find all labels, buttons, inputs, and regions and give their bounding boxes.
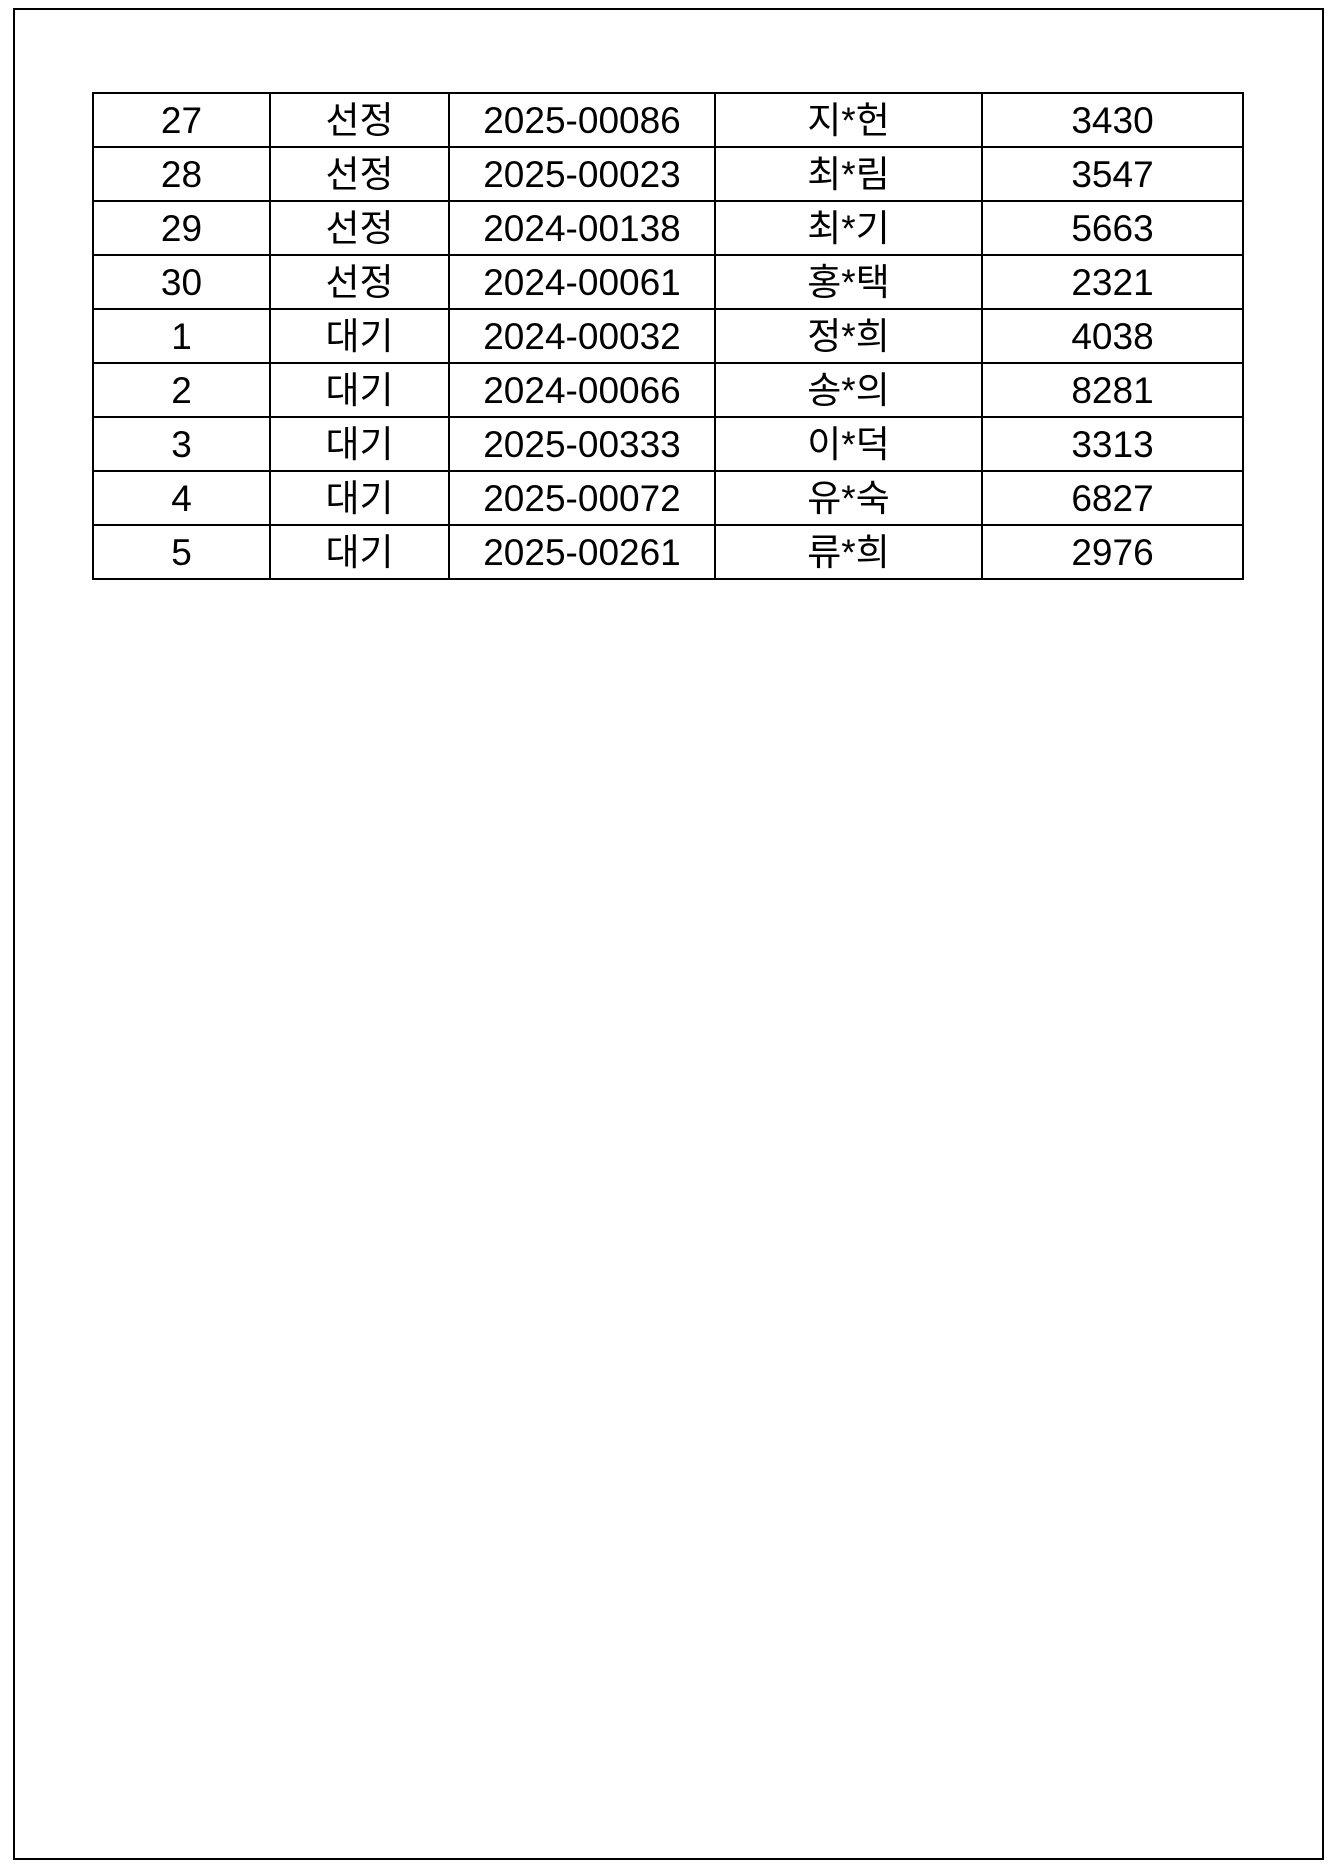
application-id-cell: 2025-00261 — [448, 524, 716, 580]
table-row: 30 선정 2024-00061 홍*택 2321 — [92, 254, 1244, 310]
table-row: 1 대기 2024-00032 정*희 4038 — [92, 308, 1244, 364]
rank-cell: 1 — [92, 308, 271, 364]
number-cell: 2321 — [981, 254, 1244, 310]
name-cell: 최*림 — [714, 146, 983, 202]
status-cell: 대기 — [269, 362, 450, 418]
status-cell: 대기 — [269, 416, 450, 472]
number-cell: 3313 — [981, 416, 1244, 472]
table-row: 4 대기 2025-00072 유*숙 6827 — [92, 470, 1244, 526]
application-id-cell: 2024-00138 — [448, 200, 716, 256]
rank-cell: 27 — [92, 92, 271, 148]
name-cell: 홍*택 — [714, 254, 983, 310]
name-cell: 유*숙 — [714, 470, 983, 526]
table-row: 3 대기 2025-00333 이*덕 3313 — [92, 416, 1244, 472]
name-cell: 최*기 — [714, 200, 983, 256]
table-row: 5 대기 2025-00261 류*희 2976 — [92, 524, 1244, 580]
application-id-cell: 2025-00086 — [448, 92, 716, 148]
application-id-cell: 2025-00072 — [448, 470, 716, 526]
results-table-body: 27 선정 2025-00086 지*헌 3430 28 선정 2025-00023 최*림 35… — [92, 92, 1244, 580]
number-cell: 3547 — [981, 146, 1244, 202]
name-cell: 송*의 — [714, 362, 983, 418]
name-cell: 지*헌 — [714, 92, 983, 148]
name-cell: 류*희 — [714, 524, 983, 580]
application-id-cell: 2024-00032 — [448, 308, 716, 364]
number-cell: 8281 — [981, 362, 1244, 418]
number-cell: 5663 — [981, 200, 1244, 256]
page-border — [13, 8, 1324, 1860]
selection-results-table: 27 선정 2025-00086 지*헌 3430 28 선정 2025-00023 최*림 35… — [92, 92, 1244, 580]
status-cell: 대기 — [269, 308, 450, 364]
status-cell: 선정 — [269, 254, 450, 310]
rank-cell: 5 — [92, 524, 271, 580]
number-cell: 4038 — [981, 308, 1244, 364]
table-row: 29 선정 2024-00138 최*기 5663 — [92, 200, 1244, 256]
rank-cell: 29 — [92, 200, 271, 256]
application-id-cell: 2024-00066 — [448, 362, 716, 418]
table-row: 28 선정 2025-00023 최*림 3547 — [92, 146, 1244, 202]
application-id-cell: 2025-00333 — [448, 416, 716, 472]
rank-cell: 3 — [92, 416, 271, 472]
rank-cell: 30 — [92, 254, 271, 310]
application-id-cell: 2025-00023 — [448, 146, 716, 202]
number-cell: 6827 — [981, 470, 1244, 526]
status-cell: 대기 — [269, 524, 450, 580]
table-row: 27 선정 2025-00086 지*헌 3430 — [92, 92, 1244, 148]
rank-cell: 2 — [92, 362, 271, 418]
status-cell: 대기 — [269, 470, 450, 526]
number-cell: 3430 — [981, 92, 1244, 148]
application-id-cell: 2024-00061 — [448, 254, 716, 310]
table-row: 2 대기 2024-00066 송*의 8281 — [92, 362, 1244, 418]
rank-cell: 4 — [92, 470, 271, 526]
name-cell: 정*희 — [714, 308, 983, 364]
status-cell: 선정 — [269, 200, 450, 256]
status-cell: 선정 — [269, 92, 450, 148]
number-cell: 2976 — [981, 524, 1244, 580]
name-cell: 이*덕 — [714, 416, 983, 472]
status-cell: 선정 — [269, 146, 450, 202]
rank-cell: 28 — [92, 146, 271, 202]
